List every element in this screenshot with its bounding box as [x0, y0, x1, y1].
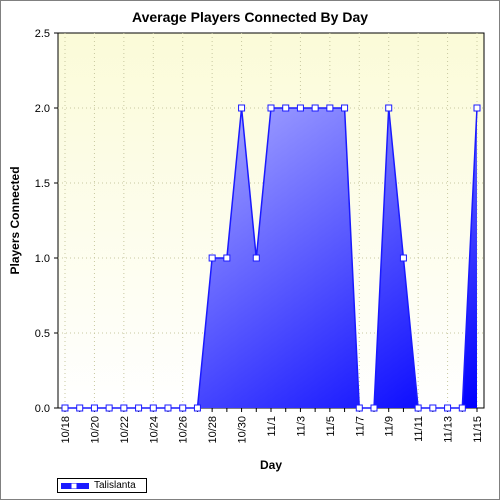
y-tick-label: 1.0 [35, 253, 50, 265]
x-tick-label: 10/24 [148, 416, 160, 444]
y-tick-label: 2.0 [35, 103, 50, 115]
x-tick-label: 11/15 [472, 416, 484, 443]
data-point [444, 404, 452, 412]
x-tick-label: 10/28 [207, 416, 219, 444]
data-point [120, 404, 128, 412]
x-tick-label: 11/3 [295, 416, 307, 437]
x-tick-label: 11/7 [354, 416, 366, 437]
data-point [311, 104, 319, 112]
data-point [296, 104, 304, 112]
x-tick-label: 11/13 [443, 416, 455, 443]
legend-swatch [61, 483, 89, 489]
data-point [238, 104, 246, 112]
data-point [458, 404, 466, 412]
data-point [164, 404, 172, 412]
x-tick-label: 10/20 [89, 416, 101, 444]
data-point [341, 104, 349, 112]
data-point [355, 404, 363, 412]
x-tick-label: 10/26 [178, 416, 190, 444]
x-tick-label: 11/9 [384, 416, 396, 437]
x-tick-label: 10/22 [119, 416, 131, 444]
y-tick-label: 0.0 [35, 403, 50, 415]
legend: Talislanta [57, 478, 147, 493]
y-tick-label: 0.5 [35, 328, 50, 340]
data-point [267, 104, 275, 112]
data-point [473, 104, 481, 112]
data-point [208, 254, 216, 262]
x-tick-label: 10/30 [237, 416, 249, 444]
data-point [399, 254, 407, 262]
data-point [76, 404, 84, 412]
data-point [193, 404, 201, 412]
data-point [282, 104, 290, 112]
x-tick-label: 11/5 [325, 416, 337, 437]
series-area [65, 108, 477, 408]
data-point [105, 404, 113, 412]
data-point [149, 404, 157, 412]
x-tick-label: 11/1 [266, 416, 278, 437]
legend-label: Talislanta [94, 480, 136, 491]
data-point [90, 404, 98, 412]
data-point [429, 404, 437, 412]
x-tick-label: 10/18 [60, 416, 72, 444]
data-point [61, 404, 69, 412]
data-point [223, 254, 231, 262]
x-axis-label: Day [260, 458, 282, 472]
y-tick-label: 2.5 [35, 28, 50, 40]
y-axis-label: Players Connected [8, 166, 22, 274]
data-point [252, 254, 260, 262]
y-tick-label: 1.5 [35, 178, 50, 190]
x-tick-label: 11/11 [413, 416, 425, 442]
data-point [135, 404, 143, 412]
data-point [179, 404, 187, 412]
data-point [385, 104, 393, 112]
data-point [370, 404, 378, 412]
chart-title: Average Players Connected By Day [131, 9, 369, 25]
data-point [414, 404, 422, 412]
data-point [326, 104, 334, 112]
